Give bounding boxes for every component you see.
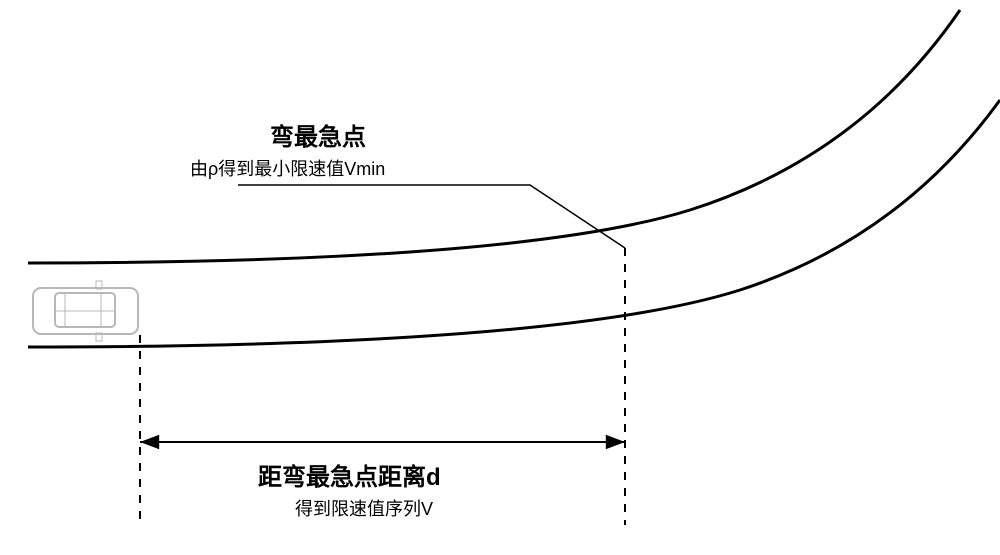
background (0, 0, 1000, 555)
label-sharpest-sub: 由ρ得到最小限速值Vmin (190, 159, 385, 179)
label-distance-sub: 得到限速值序列V (295, 499, 433, 519)
label-sharpest-title: 弯最急点 (270, 123, 366, 151)
label-distance-title: 距弯最急点距离d (258, 463, 441, 491)
